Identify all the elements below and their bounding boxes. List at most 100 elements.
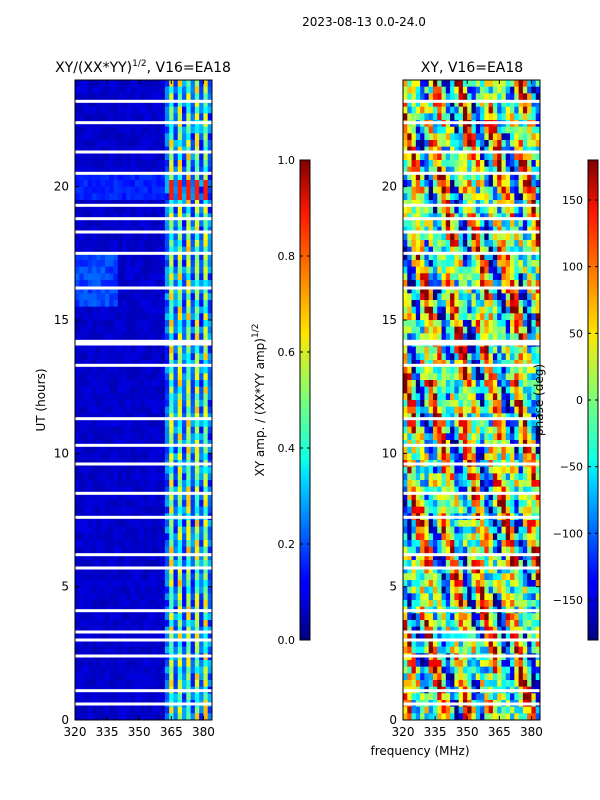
right-heatmap-cell	[531, 246, 537, 254]
left-heatmap-cell	[92, 353, 97, 361]
right-heatmap-cell	[458, 180, 464, 188]
right-heatmap-cell	[501, 186, 507, 194]
left-heatmap-cell	[182, 133, 187, 141]
left-heatmap-cell	[117, 280, 123, 288]
left-heatmap-cell	[104, 540, 110, 548]
left-gap-line	[75, 553, 212, 557]
right-heatmap-cell	[510, 420, 515, 428]
left-gap-line	[75, 150, 212, 154]
left-heatmap-cell	[139, 666, 144, 674]
right-heatmap-cell	[437, 273, 442, 281]
left-heatmap-cell	[164, 126, 170, 134]
right-heatmap-cell	[518, 246, 524, 254]
left-heatmap-cell	[190, 613, 196, 621]
left-heatmap-cell	[130, 453, 136, 461]
right-heatmap-cell	[522, 326, 528, 334]
right-heatmap-cell	[480, 193, 485, 201]
left-heatmap-cell	[126, 473, 132, 481]
right-heatmap-cell	[471, 226, 477, 234]
left-heatmap-cell	[152, 400, 157, 408]
left-heatmap-cell	[169, 366, 174, 374]
right-heatmap-cell	[501, 240, 507, 248]
left-heatmap-cell	[199, 506, 204, 514]
right-heatmap-cell	[488, 446, 494, 454]
left-heatmap-cell	[160, 213, 166, 221]
left-heatmap-cell	[122, 593, 127, 601]
right-heatmap-cell	[488, 160, 494, 168]
left-heatmap-cell	[164, 280, 170, 288]
left-heatmap-cell	[160, 500, 166, 508]
right-heatmap-cell	[420, 273, 425, 281]
left-heatmap-cell	[134, 326, 140, 334]
left-heatmap-cell	[139, 173, 144, 181]
left-heatmap-cell	[134, 520, 140, 528]
left-heatmap-cell	[156, 613, 162, 621]
right-heatmap-cell	[492, 426, 498, 434]
right-heatmap-cell	[492, 186, 498, 194]
left-heatmap-cell	[169, 213, 174, 221]
right-heatmap-cell	[527, 273, 532, 281]
left-heatmap-cell	[92, 253, 97, 261]
left-heatmap-cell	[96, 353, 102, 361]
left-heatmap-cell	[134, 500, 140, 508]
left-heatmap-cell	[164, 500, 170, 508]
right-heatmap-cell	[424, 153, 430, 161]
right-heatmap-cell	[484, 113, 490, 121]
left-heatmap-cell	[169, 626, 174, 634]
left-heatmap-cell	[104, 520, 110, 528]
left-heatmap-cell	[199, 620, 204, 628]
left-heatmap-cell	[182, 193, 187, 201]
right-heatmap-cell	[445, 80, 451, 88]
left-heatmap-cell	[117, 406, 123, 414]
left-heatmap-cell	[186, 280, 191, 288]
left-heatmap-cell	[207, 426, 213, 434]
right-heatmap-cell	[518, 326, 524, 334]
left-heatmap-cell	[139, 180, 144, 188]
left-heatmap-cell	[152, 313, 157, 321]
right-heatmap-cell	[488, 220, 494, 228]
right-heatmap-cell	[424, 266, 430, 274]
left-heatmap-cell	[147, 493, 153, 501]
right-heatmap-cell	[407, 440, 412, 448]
left-heatmap-cell	[207, 373, 213, 381]
right-heatmap-cell	[484, 353, 490, 361]
left-heatmap-cell	[139, 300, 144, 308]
left-heatmap-cell	[134, 226, 140, 234]
left-heatmap-cell	[156, 246, 162, 254]
right-heatmap-cell	[454, 353, 460, 361]
right-heatmap-cell	[514, 86, 519, 94]
left-heatmap-cell	[177, 286, 183, 294]
left-heatmap-cell	[96, 106, 102, 114]
right-heatmap-cell	[458, 400, 464, 408]
left-heatmap-cell	[207, 353, 213, 361]
left-heatmap-cell	[122, 540, 127, 548]
right-heatmap-cell	[411, 393, 417, 401]
left-heatmap-cell	[164, 406, 170, 414]
left-heatmap-cell	[117, 526, 123, 534]
left-heatmap-cell	[130, 706, 136, 714]
right-heatmap-cell	[420, 146, 425, 154]
left-heatmap-cell	[126, 306, 132, 314]
left-heatmap-cell	[104, 580, 110, 588]
right-heatmap-cell	[458, 346, 464, 354]
right-heatmap-cell	[450, 320, 455, 328]
left-heatmap-cell	[147, 706, 153, 714]
left-heatmap-cell	[104, 386, 110, 394]
left-heatmap-cell	[87, 560, 93, 568]
left-heatmap-cell	[203, 660, 209, 668]
left-heatmap-cell	[104, 446, 110, 454]
right-heatmap-cell	[458, 373, 464, 381]
left-heatmap-cell	[143, 626, 149, 634]
left-heatmap-cell	[160, 260, 166, 268]
left-heatmap-cell	[113, 673, 119, 681]
right-heatmap-cell	[458, 133, 464, 141]
right-heatmap-cell	[420, 106, 425, 114]
right-heatmap-cell	[411, 420, 417, 428]
left-heatmap-cell	[75, 280, 80, 288]
right-heatmap-cell	[510, 93, 515, 101]
left-heatmap-cell	[79, 420, 84, 428]
right-heatmap-cell	[488, 286, 494, 294]
left-heatmap-cell	[177, 386, 183, 394]
right-heatmap-cell	[518, 306, 524, 314]
left-heatmap-cell	[134, 100, 140, 108]
